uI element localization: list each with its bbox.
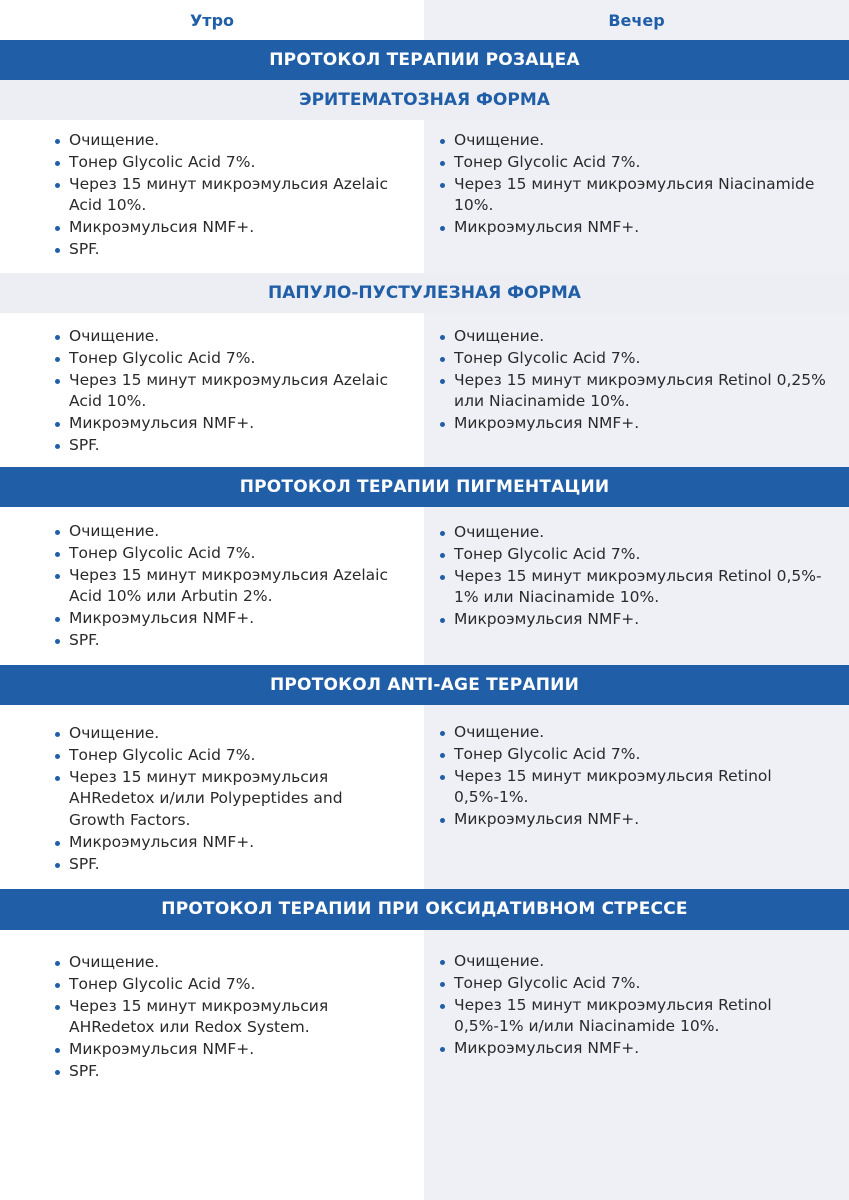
- list-item: Очищение.: [54, 952, 394, 974]
- list-item: Очищение.: [54, 130, 394, 152]
- list-item: Тонер Glycolic Acid 7%.: [54, 974, 394, 996]
- list-item: SPF.: [54, 630, 394, 652]
- list-item: Очищение.: [439, 951, 839, 973]
- list-item: Тонер Glycolic Acid 7%.: [54, 745, 394, 767]
- list-item: Через 15 минут микроэмульсия Retinol 0,5…: [439, 566, 839, 610]
- evening-column-background: [424, 0, 849, 1200]
- section-band-pigmentation: ПРОТОКОЛ ТЕРАПИИ ПИГМЕНТАЦИИ: [0, 467, 849, 507]
- list-item: SPF.: [54, 854, 394, 876]
- morning-list: Очищение. Тонер Glycolic Acid 7%. Через 15…: [54, 952, 394, 1083]
- morning-column-header: Утро: [189, 11, 235, 30]
- list-item: Через 15 минут микроэмульсия AHRedetox и…: [54, 767, 394, 832]
- subheader-papulopustular: ПАПУЛО-ПУСТУЛЕЗНАЯ ФОРМА: [0, 273, 849, 313]
- list-item: Очищение.: [54, 326, 394, 348]
- list-item: Микроэмульсия NMF+.: [54, 608, 394, 630]
- list-item: Тонер Glycolic Acid 7%.: [54, 543, 394, 565]
- list-item: Микроэмульсия NMF+.: [54, 832, 394, 854]
- list-item: SPF.: [54, 435, 394, 457]
- list-item: Тонер Glycolic Acid 7%.: [54, 348, 394, 370]
- evening-column-header: Вечер: [608, 11, 665, 30]
- list-item: Через 15 минут микроэмульсия Retinol 0,5…: [439, 766, 839, 810]
- list-item: Через 15 минут микроэмульсия Retinol 0,5…: [439, 995, 839, 1039]
- list-item: Очищение.: [439, 722, 839, 744]
- list-item: Через 15 минут микроэмульсия Azelaic Aci…: [54, 174, 394, 218]
- evening-list: Очищение. Тонер Glycolic Acid 7%. Через 15…: [439, 326, 839, 435]
- evening-list: Очищение. Тонер Glycolic Acid 7%. Через 15…: [439, 522, 839, 631]
- list-item: Тонер Glycolic Acid 7%.: [439, 544, 839, 566]
- list-item: Микроэмульсия NMF+.: [439, 609, 839, 631]
- list-item: Микроэмульсия NMF+.: [439, 413, 839, 435]
- list-item: Тонер Glycolic Acid 7%.: [439, 348, 839, 370]
- list-item: Очищение.: [439, 326, 839, 348]
- list-item: Микроэмульсия NMF+.: [54, 1039, 394, 1061]
- list-item: Тонер Glycolic Acid 7%.: [439, 152, 839, 174]
- list-item: Микроэмульсия NMF+.: [439, 809, 839, 831]
- list-item: Микроэмульсия NMF+.: [439, 217, 839, 239]
- evening-list: Очищение. Тонер Glycolic Acid 7%. Через 15…: [439, 130, 839, 239]
- list-item: Очищение.: [54, 521, 394, 543]
- morning-list: Очищение. Тонер Glycolic Acid 7%. Через 15…: [54, 326, 394, 457]
- morning-list: Очищение. Тонер Glycolic Acid 7%. Через 15…: [54, 521, 394, 652]
- list-item: Через 15 минут микроэмульсия AHRedetox и…: [54, 996, 394, 1040]
- list-item: Очищение.: [439, 130, 839, 152]
- list-item: Через 15 минут микроэмульсия Retinol 0,2…: [439, 370, 839, 414]
- list-item: Через 15 минут микроэмульсия Niacinamide…: [439, 174, 839, 218]
- list-item: Через 15 минут микроэмульсия Azelaic Aci…: [54, 565, 394, 609]
- list-item: SPF.: [54, 1061, 394, 1083]
- evening-list: Очищение. Тонер Glycolic Acid 7%. Через 15…: [439, 951, 839, 1060]
- section-band-rosacea: ПРОТОКОЛ ТЕРАПИИ РОЗАЦЕА: [0, 40, 849, 80]
- morning-list: Очищение. Тонер Glycolic Acid 7%. Через 15…: [54, 130, 394, 261]
- subheader-erythematous: ЭРИТЕМАТОЗНАЯ ФОРМА: [0, 80, 849, 120]
- section-band-anti-age: ПРОТОКОЛ ANTI-AGE ТЕРАПИИ: [0, 665, 849, 705]
- list-item: Микроэмульсия NMF+.: [439, 1038, 839, 1060]
- list-item: Микроэмульсия NMF+.: [54, 413, 394, 435]
- evening-list: Очищение. Тонер Glycolic Acid 7%. Через 15…: [439, 722, 839, 831]
- morning-list: Очищение. Тонер Glycolic Acid 7%. Через 15…: [54, 723, 394, 876]
- list-item: Очищение.: [439, 522, 839, 544]
- list-item: SPF.: [54, 239, 394, 261]
- list-item: Тонер Glycolic Acid 7%.: [54, 152, 394, 174]
- section-band-oxidative-stress: ПРОТОКОЛ ТЕРАПИИ ПРИ ОКСИДАТИВНОМ СТРЕСС…: [0, 889, 849, 930]
- list-item: Очищение.: [54, 723, 394, 745]
- list-item: Тонер Glycolic Acid 7%.: [439, 744, 839, 766]
- list-item: Через 15 минут микроэмульсия Azelaic Aci…: [54, 370, 394, 414]
- list-item: Микроэмульсия NMF+.: [54, 217, 394, 239]
- list-item: Тонер Glycolic Acid 7%.: [439, 973, 839, 995]
